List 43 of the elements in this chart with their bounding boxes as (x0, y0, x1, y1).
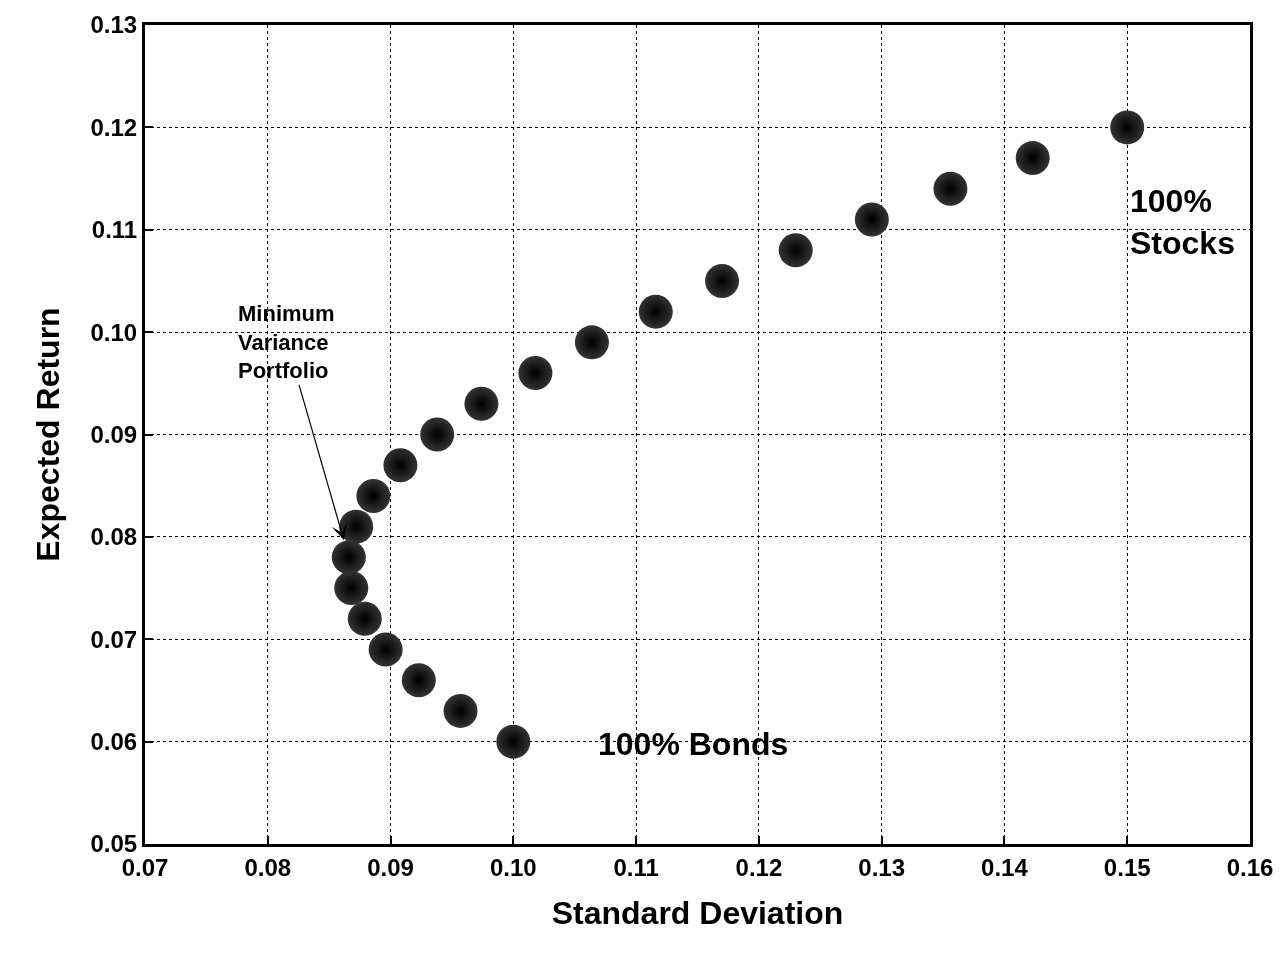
point (705, 263, 740, 298)
point (339, 509, 374, 544)
point (933, 171, 968, 206)
x-tick-label: 0.12 (735, 853, 783, 881)
y-tick-label: 0.10 (90, 318, 138, 346)
point (356, 478, 391, 513)
y-tick-label: 0.09 (90, 420, 138, 448)
point (383, 448, 418, 483)
point (1015, 141, 1050, 176)
point (854, 202, 889, 237)
y-axis-title: Expected Return (29, 307, 66, 562)
x-tick-label: 0.16 (1226, 853, 1274, 881)
y-tick-label: 0.07 (90, 625, 138, 653)
point (420, 417, 455, 452)
point (778, 233, 813, 268)
x-tick-label: 0.08 (244, 853, 292, 881)
y-tick-label: 0.12 (90, 113, 138, 141)
y-tick-label: 0.08 (90, 523, 138, 551)
point (368, 632, 403, 667)
annotation: 100% Stocks (1130, 183, 1235, 261)
point (347, 601, 382, 636)
x-tick-label: 0.10 (489, 853, 537, 881)
point (334, 571, 369, 606)
x-tick-label: 0.09 (367, 853, 414, 881)
x-tick-label: 0.11 (613, 853, 659, 881)
y-tick-label: 0.13 (90, 11, 138, 39)
point (496, 724, 531, 759)
y-tick-label: 0.06 (90, 728, 138, 756)
x-tick-label: 0.14 (981, 853, 1029, 881)
point (331, 540, 366, 575)
y-tick-label: 0.11 (91, 216, 138, 244)
point (518, 356, 553, 391)
x-axis-title: Standard Deviation (551, 894, 844, 931)
point (638, 294, 673, 329)
point (574, 325, 609, 360)
point (464, 386, 499, 421)
x-tick-label: 0.15 (1103, 853, 1151, 881)
point (401, 663, 436, 698)
annotation: 100% Bonds (598, 726, 789, 762)
annotation: Minimum Variance Portfolio (238, 301, 335, 384)
point (443, 693, 478, 728)
x-tick-label: 0.13 (858, 853, 906, 881)
point (1110, 110, 1145, 145)
